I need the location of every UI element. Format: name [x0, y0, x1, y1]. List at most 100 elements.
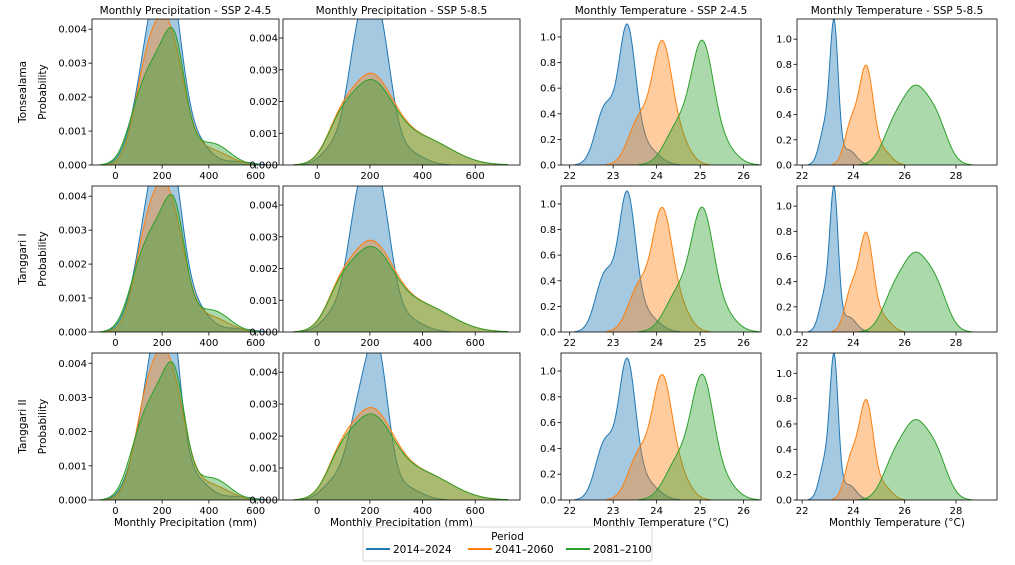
x-tick-label: 600: [246, 506, 265, 517]
x-tick-label: 0: [314, 338, 320, 349]
density-areas: [293, 353, 509, 500]
density-areas: [807, 353, 972, 500]
density-line-2014-2024: [574, 357, 682, 500]
density-line-2081-2100: [638, 39, 760, 165]
density-line-2041-2060: [831, 231, 906, 332]
x-tick-label: 600: [466, 506, 485, 517]
y-tick-label: 0.000: [249, 161, 278, 172]
axes-frame: [796, 185, 998, 333]
y-tick-label: 0.002: [58, 93, 87, 104]
x-tick-label: 26: [898, 338, 911, 349]
x-tick-label: 0: [112, 171, 118, 182]
panel-r1-c3: 22 23 24 25 26 0.0 0.2 0.4 0.6 0.8 1.0: [540, 18, 762, 182]
y-tick-label: 0.2: [776, 135, 792, 146]
y-tick-label: 0.004: [58, 25, 87, 36]
y-tick-label: 0.2: [540, 470, 556, 481]
density-areas: [574, 190, 760, 332]
axes-frame: [560, 185, 762, 333]
y-tick-label: 1.0: [540, 199, 556, 210]
x-tick-label: 0: [314, 506, 320, 517]
y-tick-label: 0.6: [776, 252, 792, 263]
density-area-2081-2100: [293, 413, 509, 500]
y-tick-label: 0.000: [249, 328, 278, 339]
density-area-2041-2060: [605, 40, 711, 165]
y-tick-label: 0.6: [776, 419, 792, 430]
density-area-2014-2024: [101, 19, 268, 165]
density-line-2081-2100: [99, 193, 262, 332]
density-line-2041-2060: [104, 353, 262, 500]
x-tick-label: 24: [847, 506, 860, 517]
x-axis-label: Monthly Temperature (°C): [829, 517, 965, 529]
panel-r3-c3: 22 23 24 25 26 0.0 0.2 0.4 0.6 0.8 1.0 Monthly Temp…: [540, 352, 762, 529]
density-line-2014-2024: [807, 19, 870, 165]
density-areas: [99, 19, 268, 165]
y-tick-label: 0.6: [540, 84, 556, 95]
y-tick-label: 0.0: [540, 161, 556, 172]
y-tick-label: 0.000: [58, 161, 87, 172]
panel-r3-c2: 0 200 400 6000.0000.0010.0020.0030.004Month…: [249, 352, 521, 529]
y-tick-label: 0.002: [58, 427, 87, 438]
y-tick-label: 0.002: [58, 260, 87, 271]
axes-frame: [796, 352, 998, 501]
density-line-2014-2024: [300, 353, 447, 500]
x-tick-label: 25: [694, 338, 707, 349]
y-tick-label: 0.2: [540, 135, 556, 146]
density-area-2041-2060: [104, 353, 262, 500]
y-tick-label: 1.0: [540, 32, 556, 43]
x-tick-label: 26: [737, 171, 750, 182]
axes-frame: [560, 18, 762, 166]
y-tick-label: 0.4: [776, 110, 792, 121]
x-tick-label: 23: [607, 171, 620, 182]
density-area-2081-2100: [858, 419, 972, 500]
density-area-2041-2060: [831, 232, 906, 332]
y-axis-label: Probability: [37, 399, 49, 455]
axes-frame: [91, 352, 280, 501]
density-area-2081-2100: [99, 361, 262, 500]
y-tick-label: 0.004: [58, 359, 87, 370]
y-tick-label: 0.0: [776, 496, 792, 507]
density-line-2041-2060: [605, 206, 711, 332]
y-tick-label: 0.003: [58, 226, 87, 237]
y-tick-label: 0.8: [540, 58, 556, 69]
y-tick-label: 0.8: [776, 60, 792, 71]
x-tick-label: 26: [898, 506, 911, 517]
panel-r3-c4: 22 24 26 28 0.0 0.2 0.4 0.6 0.8 1.0 Monthly Temper…: [776, 352, 998, 529]
y-tick-label: 0.4: [776, 277, 792, 288]
x-tick-label: 22: [563, 338, 576, 349]
y-tick-label: 1.0: [776, 35, 792, 46]
x-tick-label: 23: [607, 338, 620, 349]
y-tick-label: 0.004: [249, 368, 278, 379]
y-tick-label: 0.6: [540, 418, 556, 429]
axes-frame: [91, 18, 280, 166]
x-tick-label: 24: [650, 506, 663, 517]
density-area-2081-2100: [99, 27, 262, 165]
x-tick-label: 28: [950, 506, 963, 517]
x-tick-label: 200: [360, 171, 379, 182]
density-area-2041-2060: [293, 240, 509, 332]
y-tick-label: 1.0: [776, 202, 792, 213]
panel-r2-c3: 22 23 24 25 26 0.0 0.2 0.4 0.6 0.8 1.0: [540, 185, 762, 349]
x-tick-label: 200: [153, 506, 172, 517]
x-tick-label: 26: [737, 338, 750, 349]
density-area-2041-2060: [831, 65, 906, 165]
density-areas: [574, 357, 760, 500]
x-tick-label: 200: [360, 338, 379, 349]
x-tick-label: 24: [650, 338, 663, 349]
panels-layer: Monthly Precipitation - SSP 2-4.5 Monthly…: [17, 5, 998, 529]
x-tick-label: 28: [950, 338, 963, 349]
x-tick-label: 26: [737, 506, 750, 517]
y-tick-label: 0.000: [249, 496, 278, 507]
y-tick-label: 0.001: [58, 294, 87, 305]
y-tick-label: 0.001: [249, 464, 278, 475]
x-tick-label: 0: [112, 506, 118, 517]
x-tick-label: 24: [847, 171, 860, 182]
column-title-2: Monthly Precipitation - SSP 5-8.5: [316, 5, 488, 17]
density-line-2081-2100: [638, 373, 760, 500]
y-tick-label: 0.8: [776, 227, 792, 238]
density-line-2014-2024: [300, 19, 451, 165]
x-tick-label: 200: [153, 338, 172, 349]
density-area-2041-2060: [831, 399, 906, 500]
density-line-2041-2060: [104, 19, 262, 165]
